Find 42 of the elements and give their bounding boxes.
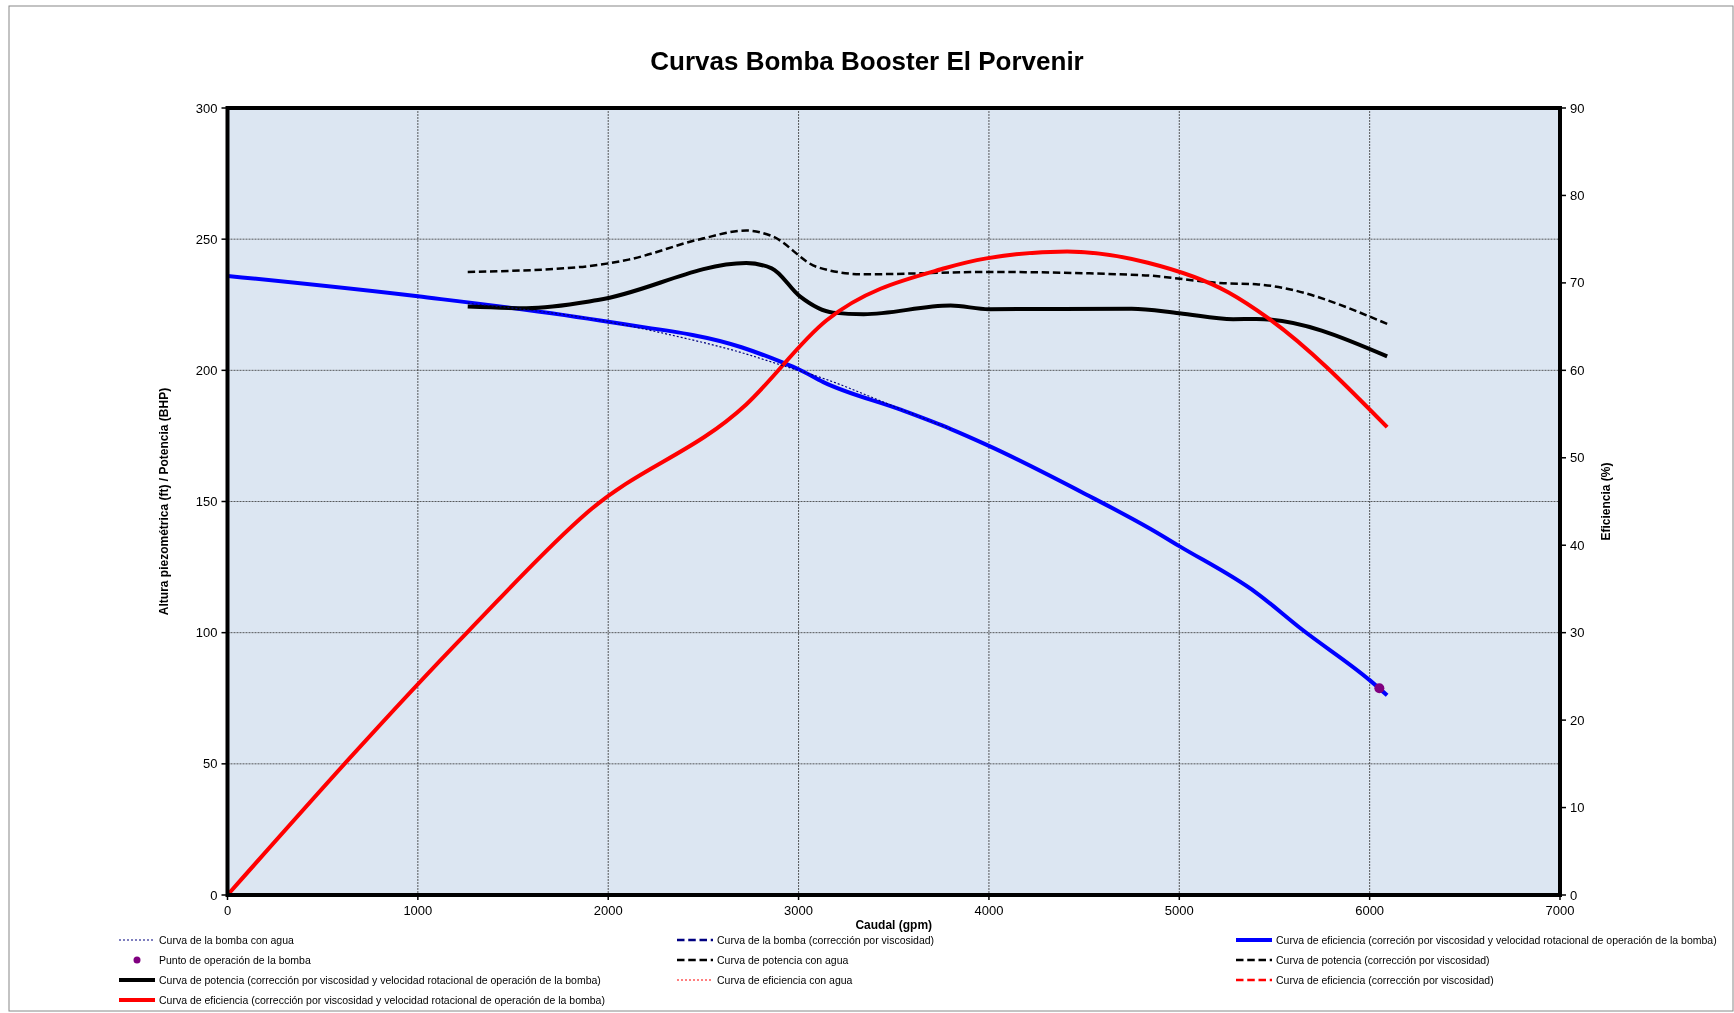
y-tick-label: 0: [210, 887, 218, 903]
y-tick-label: 50: [203, 756, 218, 772]
y-tick-label: 200: [195, 362, 218, 378]
y2-tick-label: 20: [1570, 712, 1585, 728]
y2-tick-label: 50: [1570, 450, 1585, 466]
y2-tick-label: 0: [1570, 887, 1578, 903]
y-tick-label: 100: [195, 625, 218, 641]
legend-label: Curva de eficiencia con agua: [717, 973, 853, 986]
line-series: [466, 229, 1389, 326]
y-tick-label: 300: [195, 100, 218, 116]
legend-label: Punto de operación de la bomba: [159, 953, 311, 966]
y2-axis-title: Eficiencia (%): [1599, 462, 1613, 541]
y2-tick-label: 90: [1570, 100, 1585, 116]
y2-tick-label: 30: [1570, 625, 1585, 641]
x-tick-label: 4000: [974, 903, 1004, 918]
y2-tick-label: 80: [1570, 187, 1585, 203]
legend-label: Curva de la bomba (corrección por viscosidad): [717, 933, 935, 946]
y2-tick-label: 70: [1570, 275, 1585, 291]
x-tick-label: 5000: [1164, 903, 1194, 918]
line-series: [467, 302, 952, 430]
x-axis-title: Caudal (gpm): [855, 918, 933, 932]
y2-tick-label: 10: [1570, 800, 1585, 816]
legend-label: Curva de potencia (corrección por viscosidad y velocidad rotacional de operación de la bomba): [159, 973, 601, 986]
legend-label: Curva de eficiencia (corrección por viscosidad): [1276, 973, 1494, 986]
legend-label: Curva de potencia con agua: [717, 953, 849, 966]
legend-label: Curva de potencia (corrección por viscosidad): [1276, 953, 1490, 966]
x-tick-label: 1000: [403, 903, 433, 918]
y-tick-label: 150: [195, 494, 218, 510]
line-series: [465, 261, 1390, 359]
y2-tick-label: 60: [1570, 362, 1585, 378]
x-tick-label: 6000: [1355, 903, 1385, 918]
legend-label: Curva de la bomba con agua: [159, 933, 294, 946]
legend-label: Curva de eficiencia (correción por viscosidad y velocidad rotacional de operación de la bomba): [1276, 933, 1717, 946]
y-tick-label: 250: [195, 231, 218, 247]
legend-label: Curva de eficiencia (corrección por viscosidad y velocidad rotacional de operación de la bomba): [159, 993, 605, 1006]
y-axis-title: Altura piezométrica (ft) / Potencia (BHP): [157, 387, 171, 616]
chart-title: Curvas Bomba Booster El Porvenir: [650, 46, 1084, 76]
x-tick-label: 0: [223, 903, 232, 918]
x-tick-label: 7000: [1545, 903, 1575, 918]
y2-tick-label: 40: [1570, 537, 1585, 553]
x-tick-label: 2000: [593, 903, 623, 918]
x-tick-label: 3000: [784, 903, 814, 918]
